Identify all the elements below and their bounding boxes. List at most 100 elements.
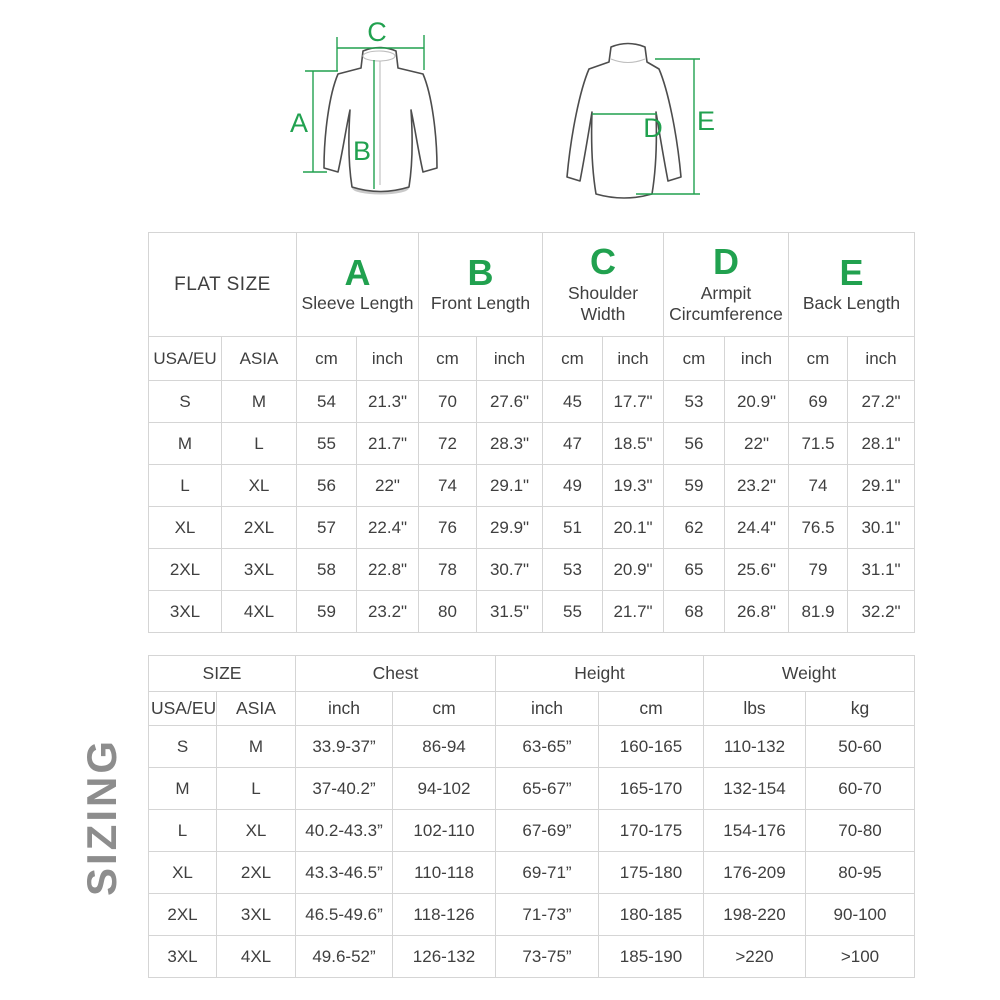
body-table-cell: 170-175 bbox=[598, 809, 704, 852]
flat-table-cell: 58 bbox=[296, 548, 357, 591]
body-table-cell: 94-102 bbox=[392, 767, 496, 810]
flat-table-data-row: M L 55 21.7" 72 28.3" 47 18.5" 56 22" 71.5 28.1" bbox=[148, 422, 916, 465]
flat-table-cell: M bbox=[148, 422, 222, 465]
flat-table-cell: 56 bbox=[663, 422, 726, 465]
body-table-cell: >220 bbox=[703, 935, 806, 978]
flat-table-cell: 22.4" bbox=[356, 506, 419, 549]
measure-header-e: E Back Length bbox=[788, 232, 916, 337]
front-jersey-drawing bbox=[323, 46, 438, 195]
flat-table-cell: 31.1" bbox=[847, 548, 916, 591]
diagram-label-c: C bbox=[367, 17, 387, 47]
flat-size-title: FLAT SIZE bbox=[148, 232, 297, 337]
body-table-cell: 60-70 bbox=[805, 767, 915, 810]
size-system-header: ASIA bbox=[221, 336, 297, 381]
body-table-cell: M bbox=[148, 767, 217, 810]
flat-table-cell: 29.9" bbox=[475, 506, 544, 549]
body-table-cell: 102-110 bbox=[392, 809, 496, 852]
flat-table-cell: 28.3" bbox=[475, 422, 544, 465]
flat-table-data-row: XL 2XL 57 22.4" 76 29.9" 51 20.1" 62 24.4" 76.5 30.… bbox=[148, 506, 916, 549]
flat-table-cell: 68 bbox=[663, 590, 726, 633]
flat-table-data-row: 3XL 4XL 59 23.2" 80 31.5" 55 21.7" 68 26.8" 81.9 32… bbox=[148, 590, 916, 633]
flat-table-cell: 62 bbox=[663, 506, 726, 549]
unit-header: cm bbox=[788, 336, 849, 381]
measurement-diagram: C A B D E bbox=[290, 17, 715, 199]
flat-table-cell: 51 bbox=[542, 506, 604, 549]
diagram-label-e: E bbox=[697, 106, 715, 136]
body-table-cell: 86-94 bbox=[392, 725, 496, 768]
body-table-cell: 175-180 bbox=[598, 851, 704, 894]
size-system-header: ASIA bbox=[216, 691, 296, 726]
flat-table-header-row: FLAT SIZE A Sleeve Length B Front Length C Sho… bbox=[148, 232, 916, 337]
body-table-cell: 4XL bbox=[216, 935, 296, 978]
body-table-data-row: L XL 40.2-43.3” 102-110 67-69” 170-175 154-176… bbox=[148, 809, 915, 852]
flat-table-cell: 55 bbox=[542, 590, 604, 633]
body-table-cell: M bbox=[216, 725, 296, 768]
unit-header: cm bbox=[663, 336, 726, 381]
flat-table-cell: 76 bbox=[418, 506, 477, 549]
unit-header: cm bbox=[418, 336, 477, 381]
measure-letter: D bbox=[713, 240, 740, 282]
unit-header: inch bbox=[495, 691, 599, 726]
flat-table-cell: 19.3" bbox=[602, 464, 665, 507]
flat-table-cell: 76.5 bbox=[788, 506, 849, 549]
flat-table-cell: 49 bbox=[542, 464, 604, 507]
body-table-cell: 70-80 bbox=[805, 809, 915, 852]
measure-name: Sleeve Length bbox=[301, 293, 414, 314]
flat-table-cell: 20.9" bbox=[724, 380, 790, 423]
unit-header: inch bbox=[475, 336, 544, 381]
size-system-header: USA/EU bbox=[148, 336, 222, 381]
unit-header: inch bbox=[356, 336, 419, 381]
measure-letter: B bbox=[467, 251, 494, 293]
body-table-cell: >100 bbox=[805, 935, 915, 978]
flat-table-cell: 4XL bbox=[221, 590, 297, 633]
body-table-cell: 67-69” bbox=[495, 809, 599, 852]
body-table-data-row: 2XL 3XL 46.5-49.6” 118-126 71-73” 180-185 198-… bbox=[148, 893, 915, 936]
measure-name: Back Length bbox=[802, 293, 901, 314]
size-title: SIZE bbox=[148, 655, 296, 692]
front-collar-opening bbox=[362, 50, 396, 62]
body-table-data-row: M L 37-40.2” 94-102 65-67” 165-170 132-154 60-7… bbox=[148, 767, 915, 810]
body-table-cell: 69-71” bbox=[495, 851, 599, 894]
measure-header-b: B Front Length bbox=[417, 232, 544, 337]
flat-table-cell: 29.1" bbox=[847, 464, 916, 507]
flat-table-cell: M bbox=[221, 380, 297, 423]
flat-table-cell: 30.7" bbox=[475, 548, 544, 591]
flat-table-cell: 22" bbox=[356, 464, 419, 507]
flat-table-cell: 72 bbox=[418, 422, 477, 465]
unit-header: kg bbox=[805, 691, 915, 726]
body-table-cell: 198-220 bbox=[703, 893, 806, 936]
flat-table-cell: 29.1" bbox=[475, 464, 544, 507]
flat-table-data-row: S M 54 21.3" 70 27.6" 45 17.7" 53 20.9" 69 27.2" bbox=[148, 380, 916, 423]
body-table-cell: S bbox=[148, 725, 217, 768]
flat-table-cell: 55 bbox=[296, 422, 357, 465]
flat-table-cell: 3XL bbox=[221, 548, 297, 591]
sizing-vertical-text: SIZING bbox=[78, 737, 125, 896]
flat-table-cell: 22.8" bbox=[356, 548, 419, 591]
diagram-label-d: D bbox=[643, 113, 663, 143]
unit-header: cm bbox=[598, 691, 704, 726]
body-table-cell: 37-40.2” bbox=[295, 767, 393, 810]
body-table-cell: 46.5-49.6” bbox=[295, 893, 393, 936]
flat-table-cell: 71.5 bbox=[788, 422, 849, 465]
group-header-chest: Chest bbox=[295, 655, 496, 692]
flat-table-data-row: L XL 56 22" 74 29.1" 49 19.3" 59 23.2" 74 29.1" bbox=[148, 464, 916, 507]
body-table-cell: 40.2-43.3” bbox=[295, 809, 393, 852]
back-jersey-drawing bbox=[566, 42, 682, 199]
body-table-cell: 3XL bbox=[216, 893, 296, 936]
flat-table-cell: 57 bbox=[296, 506, 357, 549]
body-table-cell: 118-126 bbox=[392, 893, 496, 936]
flat-table-cell: 78 bbox=[418, 548, 477, 591]
flat-table-cell: 17.7" bbox=[602, 380, 665, 423]
body-table-cell: 2XL bbox=[216, 851, 296, 894]
flat-table-cell: 21.7" bbox=[602, 590, 665, 633]
flat-table-cell: 32.2" bbox=[847, 590, 916, 633]
flat-table-cell: 21.7" bbox=[356, 422, 419, 465]
flat-table-cell: 59 bbox=[663, 464, 726, 507]
body-table-cell: L bbox=[216, 767, 296, 810]
flat-table-cell: 80 bbox=[418, 590, 477, 633]
front-measurement-lines: C A B bbox=[290, 17, 425, 189]
back-collar-seam bbox=[610, 58, 646, 64]
measure-letter: A bbox=[344, 251, 371, 293]
body-table-cell: 90-100 bbox=[805, 893, 915, 936]
flat-table-cell: 54 bbox=[296, 380, 357, 423]
